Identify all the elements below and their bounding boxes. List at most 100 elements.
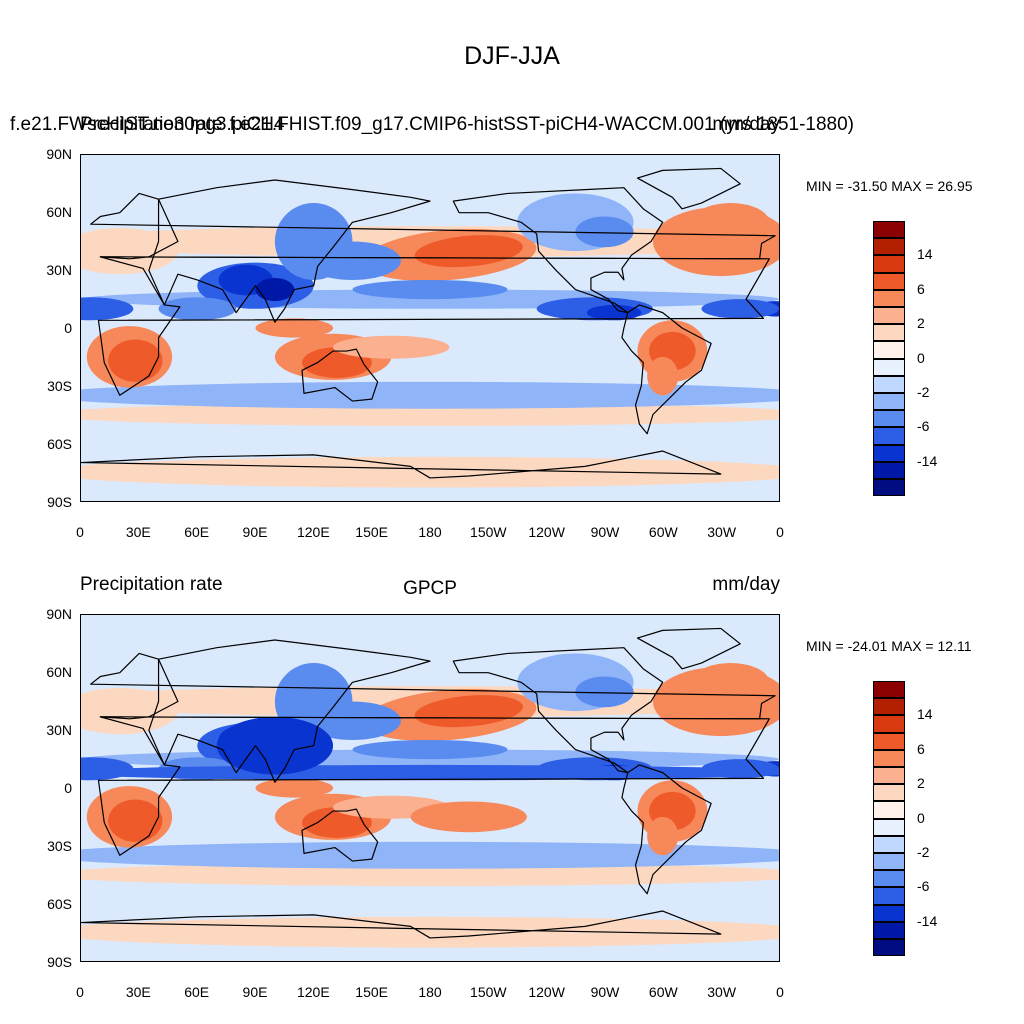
lon-tick-label: 60E — [184, 524, 210, 540]
africa-coastline — [97, 256, 770, 396]
colorbar-swatch — [873, 427, 905, 445]
colorbar-swatch — [873, 715, 905, 733]
precip-anomaly-region — [81, 764, 779, 781]
top-center-title: f.e21.FHIST.f09_g17.CMIP6-histSST-piCH4-… — [229, 114, 854, 135]
lat-tick-label: 90N — [46, 146, 72, 162]
precip-anomaly-region — [333, 335, 450, 359]
bottom-min-max: MIN = -24.01 MAX = 12.11 — [806, 638, 972, 654]
bottom-center-title: GPCP — [403, 578, 457, 599]
precip-anomaly-region — [575, 676, 634, 708]
europe-coastline — [90, 192, 776, 260]
colorbar-swatch — [873, 324, 905, 342]
top-left-title: f.e21.FWscHIST.ne30pg3.piCH4 — [10, 114, 285, 135]
colorbar-swatch — [873, 749, 905, 767]
lat-tick-label: 30S — [47, 378, 72, 394]
lat-tick-label: 0 — [64, 320, 72, 336]
antarctica-coastline — [81, 450, 722, 479]
colorbar-label: -2 — [917, 384, 930, 400]
precip-anomaly-region — [303, 701, 401, 740]
lat-tick-label: 90S — [47, 494, 72, 510]
lon-tick-label: 180 — [418, 984, 442, 1000]
lon-tick-label: 0 — [776, 984, 784, 1000]
precip-anomaly-region — [255, 318, 334, 338]
lat-tick-label: 0 — [64, 780, 72, 796]
lon-tick-label: 180 — [418, 524, 442, 540]
lat-tick-label: 60S — [47, 896, 72, 912]
lat-tick-label: 90S — [47, 954, 72, 970]
precip-anomaly-region — [414, 235, 523, 268]
colorbar-swatch — [873, 853, 905, 871]
colorbar-label: -6 — [917, 878, 930, 895]
colorbar-swatch — [873, 681, 905, 699]
lon-tick-label: 60W — [648, 524, 678, 540]
asia-coastline — [148, 179, 431, 323]
lon-tick-label: 120E — [296, 524, 330, 540]
colorbar-label: -14 — [917, 912, 938, 929]
lon-tick-label: 90E — [242, 984, 268, 1000]
lon-tick-label: 90W — [590, 524, 620, 540]
precip-anomaly-region — [108, 339, 163, 382]
colorbar-swatch — [873, 444, 905, 462]
precip-anomaly-region — [352, 739, 508, 760]
precip-anomaly-region — [303, 241, 401, 280]
south-america-coastline — [621, 304, 712, 435]
precip-anomaly-region — [255, 778, 334, 798]
precip-anomaly-region — [691, 663, 770, 702]
lon-tick-label: 30E — [125, 524, 151, 540]
south-america-coastline — [621, 764, 712, 895]
precip-anomaly-region — [587, 304, 642, 321]
colorbar-label: 6 — [917, 280, 925, 297]
colorbar-swatch — [873, 784, 905, 802]
precip-anomaly-region — [81, 862, 779, 887]
lon-tick-label: 120W — [528, 984, 565, 1000]
colorbar-swatch — [873, 410, 905, 428]
top-min-max: MIN = -31.50 MAX = 26.95 — [806, 178, 973, 194]
precip-anomaly-region — [575, 216, 634, 248]
colorbar-swatch — [873, 921, 905, 939]
colorbar-swatch — [873, 307, 905, 325]
lat-tick-label: 90N — [46, 606, 72, 622]
lon-tick-label: 60W — [648, 984, 678, 1000]
precip-anomaly-region — [81, 841, 779, 869]
lat-tick-label: 60N — [46, 664, 72, 680]
colorbar-swatch — [873, 870, 905, 888]
colorbar-swatch — [873, 375, 905, 393]
bottom-left-title: Precipitation rate — [80, 574, 223, 595]
colorbar-swatch — [873, 801, 905, 819]
lat-tick-label: 30S — [47, 838, 72, 854]
precip-anomaly-region — [216, 716, 334, 775]
top-left-title-variable: Precipitation rate — [80, 114, 223, 135]
precip-anomaly-region — [81, 456, 779, 488]
colorbar-swatch — [873, 461, 905, 479]
antarctica-coastline — [81, 910, 722, 939]
africa-coastline — [97, 716, 770, 856]
lat-tick-label: 60N — [46, 204, 72, 220]
north-america-coastline — [452, 187, 664, 314]
colorbar-label: 2 — [917, 775, 925, 792]
figure-title: DJF-JJA — [464, 42, 560, 70]
precip-anomaly-region — [352, 279, 508, 300]
precip-anomaly-region — [81, 297, 134, 321]
lon-tick-label: 0 — [76, 524, 84, 540]
greenland-coastline — [636, 167, 741, 210]
lon-tick-label: 90W — [590, 984, 620, 1000]
lon-tick-label: 60E — [184, 984, 210, 1000]
top-units: mm/day — [712, 114, 780, 135]
colorbar-swatch — [873, 479, 905, 497]
asia-coastline — [148, 639, 431, 783]
lat-tick-label: 30N — [46, 262, 72, 278]
colorbar-label: 14 — [917, 246, 933, 263]
lon-tick-label: 0 — [76, 984, 84, 1000]
colorbar-swatch — [873, 358, 905, 376]
precip-anomaly-region — [158, 297, 237, 321]
precip-anomaly-region — [647, 356, 679, 396]
lon-tick-label: 120E — [296, 984, 330, 1000]
greenland-coastline — [636, 627, 741, 670]
lon-tick-label: 120W — [528, 524, 565, 540]
lat-tick-label: 60S — [47, 436, 72, 452]
colorbar-swatch — [873, 341, 905, 359]
precip-anomaly-region — [81, 228, 178, 275]
colorbar-swatch — [873, 818, 905, 836]
colorbar-label: 14 — [917, 706, 933, 723]
colorbar-label: 0 — [917, 809, 925, 826]
